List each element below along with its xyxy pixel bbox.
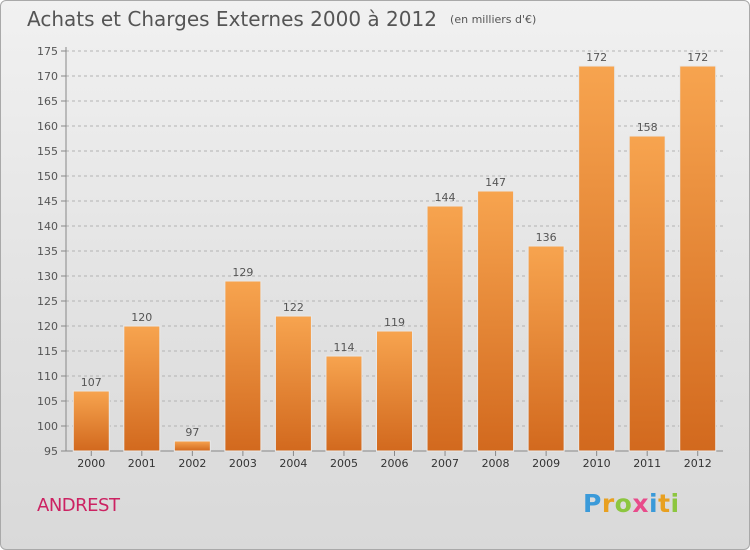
y-tick-label: 130 <box>37 270 58 283</box>
logo-letter: o <box>614 489 633 518</box>
bar <box>274 315 312 452</box>
y-tick-label: 175 <box>37 45 58 58</box>
data-label: 136 <box>536 231 557 244</box>
y-tick-label: 135 <box>37 245 58 258</box>
x-tick-label: 2006 <box>381 457 409 470</box>
data-label: 107 <box>81 376 102 389</box>
y-tick-label: 95 <box>44 445 58 458</box>
y-tick-label: 140 <box>37 220 58 233</box>
y-tick-label: 170 <box>37 70 58 83</box>
y-tick-label: 160 <box>37 120 58 133</box>
data-label: 122 <box>283 301 304 314</box>
bar <box>628 135 666 452</box>
logo-letter: P <box>583 489 602 518</box>
x-tick-label: 2001 <box>128 457 156 470</box>
y-tick-label: 125 <box>37 295 58 308</box>
data-label: 97 <box>185 426 199 439</box>
data-label: 144 <box>435 191 456 204</box>
logo-letter: x <box>632 489 649 518</box>
data-label: 158 <box>637 121 658 134</box>
x-tick-label: 2010 <box>583 457 611 470</box>
y-tick-label: 110 <box>37 370 58 383</box>
bar <box>123 325 161 452</box>
logo-letter: i <box>649 489 659 518</box>
chart-title-unit: (en milliers d'€) <box>450 13 537 26</box>
proxiti-logo: Proxiti <box>583 489 680 518</box>
x-tick-label: 2011 <box>633 457 661 470</box>
logo-letter: i <box>670 489 680 518</box>
data-label: 119 <box>384 316 405 329</box>
bar <box>72 390 110 452</box>
x-tick-label: 2000 <box>77 457 105 470</box>
commune-name: ANDREST <box>37 495 120 516</box>
y-tick-label: 115 <box>37 345 58 358</box>
logo-letter: r <box>601 489 615 518</box>
bar <box>679 65 717 452</box>
data-label: 172 <box>687 51 708 64</box>
bar <box>173 440 211 452</box>
data-label: 114 <box>333 341 354 354</box>
x-tick-label: 2007 <box>431 457 459 470</box>
chart-title-main: Achats et Charges Externes 2000 à 2012 <box>27 7 437 31</box>
x-tick-label: 2002 <box>178 457 206 470</box>
y-tick-label: 120 <box>37 320 58 333</box>
data-label: 172 <box>586 51 607 64</box>
bar <box>325 355 363 452</box>
bar <box>578 65 616 452</box>
chart-title: Achats et Charges Externes 2000 à 2012 (… <box>27 7 536 31</box>
x-tick-label: 2008 <box>482 457 510 470</box>
bar <box>376 330 413 452</box>
data-label: 120 <box>131 311 152 324</box>
bar <box>426 205 464 452</box>
y-tick-label: 145 <box>37 195 58 208</box>
data-label: 129 <box>232 266 253 279</box>
bar <box>477 190 515 452</box>
data-label: 147 <box>485 176 506 189</box>
y-tick-label: 150 <box>37 170 58 183</box>
x-tick-label: 2003 <box>229 457 257 470</box>
logo-letter: t <box>658 489 671 518</box>
y-tick-label: 105 <box>37 395 58 408</box>
x-tick-label: 2005 <box>330 457 358 470</box>
y-tick-label: 100 <box>37 420 58 433</box>
x-tick-label: 2009 <box>532 457 560 470</box>
y-tick-label: 165 <box>37 95 58 108</box>
x-tick-label: 2004 <box>279 457 307 470</box>
bar <box>527 245 565 452</box>
y-tick-label: 155 <box>37 145 58 158</box>
x-tick-label: 2012 <box>684 457 712 470</box>
bar <box>224 280 262 452</box>
